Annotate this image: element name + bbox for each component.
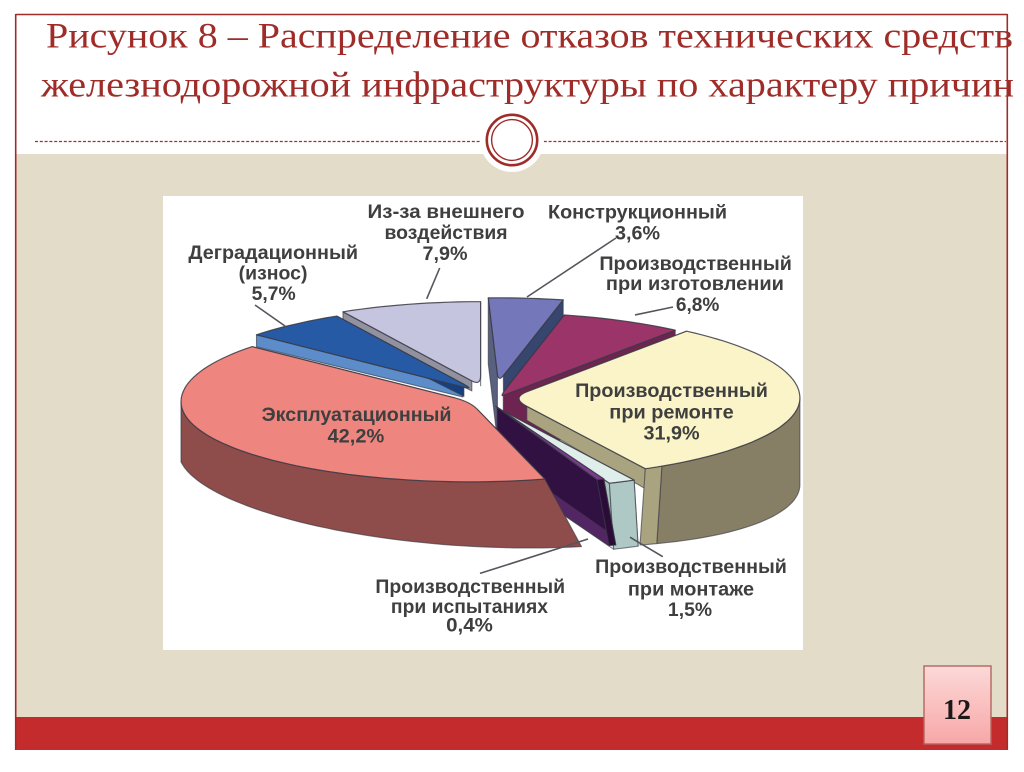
svg-text:0,4%: 0,4%	[446, 616, 493, 637]
svg-text:при изготовлении: при изготовлении	[606, 274, 784, 295]
svg-text:(износ): (износ)	[239, 264, 308, 285]
svg-text:при ремонте: при ремонте	[609, 402, 733, 423]
svg-text:железнодорожной инфраструктуры: железнодорожной инфраструктуры по характ…	[40, 64, 1014, 104]
svg-text:31,9%: 31,9%	[644, 424, 700, 445]
svg-text:Эксплуатационный: Эксплуатационный	[262, 405, 452, 426]
svg-text:5,7%: 5,7%	[252, 284, 296, 305]
svg-text:при испытаниях: при испытаниях	[391, 597, 549, 618]
svg-text:Производственный: Производственный	[375, 577, 565, 598]
svg-text:12: 12	[943, 695, 971, 726]
svg-text:Рисунок 8 – Распределение отка: Рисунок 8 – Распределение отказов технич…	[46, 16, 1013, 56]
svg-text:при монтаже: при монтаже	[628, 580, 754, 601]
svg-text:1,5%: 1,5%	[668, 600, 712, 621]
svg-text:Деградационный: Деградационный	[188, 243, 358, 264]
svg-text:Производственный: Производственный	[575, 381, 768, 402]
svg-text:7,9%: 7,9%	[423, 244, 468, 265]
svg-text:воздействия: воздействия	[385, 223, 508, 244]
svg-text:Из-за внешнего: Из-за внешнего	[368, 202, 525, 223]
svg-text:Производственный: Производственный	[595, 557, 787, 578]
svg-text:Конструкционный: Конструкционный	[548, 203, 727, 224]
svg-text:3,6%: 3,6%	[615, 223, 660, 244]
svg-text:6,8%: 6,8%	[676, 295, 720, 316]
svg-text:42,2%: 42,2%	[328, 427, 385, 448]
svg-text:Производственный: Производственный	[599, 254, 792, 275]
